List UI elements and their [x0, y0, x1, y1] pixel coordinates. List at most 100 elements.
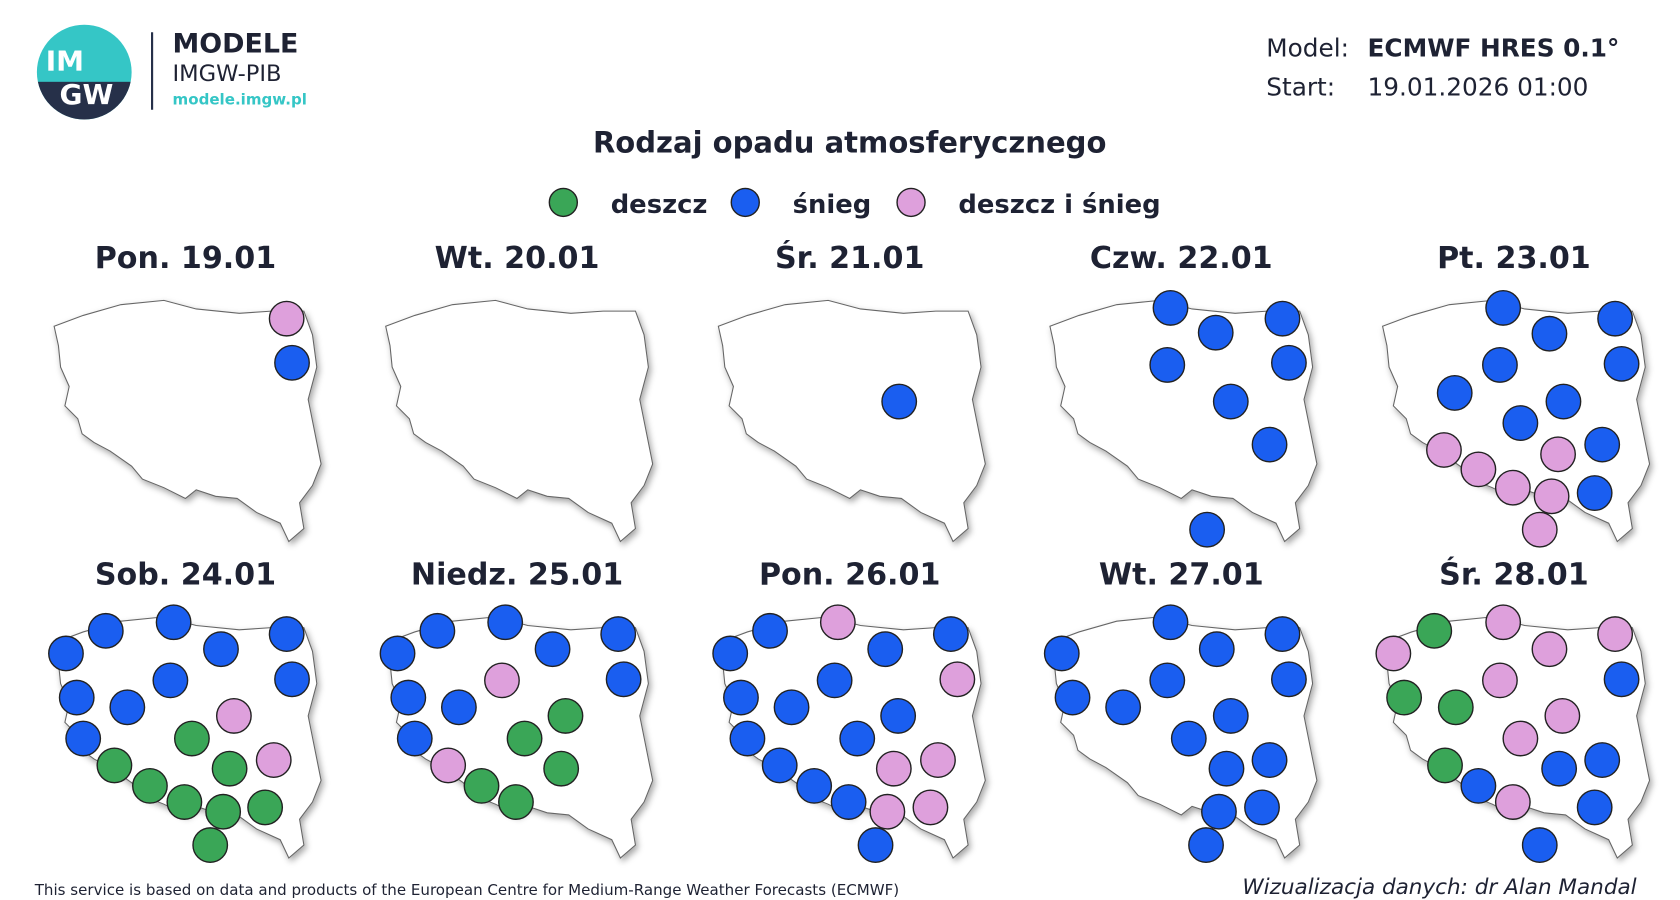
precip-dot [1416, 612, 1453, 649]
precip-dot [1437, 689, 1474, 726]
legend-swatch [548, 187, 579, 218]
precip-dot [1212, 383, 1249, 420]
precip-dot [1494, 469, 1531, 506]
footer-credit: Wizualizacja danych: dr Alan Mandal [1242, 875, 1636, 900]
panel-label: Pon. 19.01 [95, 241, 276, 276]
precip-dot [1208, 750, 1245, 787]
precip-dot [132, 767, 168, 804]
precip-dot [773, 689, 810, 726]
start-label: Start: [1266, 72, 1335, 101]
panel-label: Pt. 23.01 [1437, 241, 1591, 276]
logo-text: GW [59, 78, 113, 111]
precip-dot [1597, 616, 1634, 653]
precip-dot [1485, 604, 1522, 641]
logo: IM GW [36, 24, 132, 120]
precip-dot [920, 742, 956, 778]
precip-dot [1584, 742, 1621, 778]
precip-dot [1540, 436, 1576, 473]
map-panel: Śr. 28.01 [1375, 555, 1651, 864]
precip-dot [87, 612, 124, 649]
map-panel: Sob. 24.01 [48, 557, 322, 864]
precip-dot [1544, 697, 1581, 734]
precip-dot [1043, 635, 1080, 672]
precip-dot [1244, 789, 1280, 826]
precip-dot [1251, 742, 1288, 778]
precip-dot [1482, 347, 1518, 383]
precip-dot [543, 750, 580, 787]
precip-dot [48, 635, 84, 672]
precip-dot [1197, 314, 1234, 351]
map-panel: Wt. 20.01 [385, 241, 654, 543]
logo-text: IM [46, 44, 84, 77]
precip-dot [65, 720, 102, 757]
precip-dot [600, 616, 637, 653]
map-panel: Pon. 19.01 [53, 241, 322, 543]
legend-label: deszcz i śnieg [958, 190, 1160, 220]
precip-dot [1502, 405, 1539, 442]
panel-label: Wt. 27.01 [1099, 557, 1264, 592]
precip-dot [547, 697, 584, 734]
precip-dot [723, 679, 759, 716]
precip-dot [1149, 662, 1186, 699]
precip-dot [939, 661, 976, 698]
precip-dot [268, 616, 305, 653]
precip-dot [1270, 344, 1307, 381]
url: modele.imgw.pl [173, 91, 307, 109]
precip-dot [58, 679, 95, 716]
precip-dot [215, 697, 252, 734]
precip-dot [211, 750, 248, 787]
precip-dot [1531, 315, 1568, 352]
precip-dot [247, 789, 284, 826]
precip-dot [752, 612, 788, 649]
precip-dot [830, 784, 867, 820]
title: Rodzaj opadu atmosferycznego [593, 125, 1106, 159]
precip-dot [1264, 616, 1301, 653]
precip-dot [440, 689, 477, 726]
precip-dot [1427, 747, 1463, 784]
precip-dot [761, 747, 798, 784]
precip-dot [1105, 689, 1142, 726]
precip-dot [1436, 375, 1473, 411]
precip-dot [1460, 767, 1497, 804]
precip-dot [1521, 827, 1558, 864]
precip-dot [880, 697, 917, 734]
map-panel: Pt. 23.01 [1381, 241, 1651, 548]
precip-dot [255, 742, 292, 778]
precip-dot [1460, 451, 1497, 488]
legend-label: deszcz [611, 190, 708, 220]
precip-dot [274, 344, 310, 381]
panel-label: Pon. 26.01 [759, 557, 940, 592]
precip-dot [1485, 289, 1522, 326]
precip-dot [1188, 827, 1224, 864]
precip-dot [173, 720, 210, 757]
precip-dot [1152, 289, 1189, 326]
start: 19.01.2026 01:00 [1368, 72, 1589, 101]
precip-dot [96, 747, 133, 784]
footer-source: This service is based on data and produc… [34, 881, 899, 899]
precip-dot [484, 662, 520, 699]
precip-dot [1603, 345, 1640, 382]
map-panel: Czw. 22.01 [1049, 241, 1318, 548]
precip-dot [1533, 478, 1570, 515]
precip-dot [1541, 750, 1578, 787]
precip-dot [506, 720, 543, 757]
precip-dot [166, 784, 203, 820]
legend-label: śnieg [793, 190, 872, 220]
precip-dot [1531, 631, 1568, 668]
precip-dot [816, 662, 853, 699]
precip-dot [881, 383, 918, 420]
country-outline [53, 299, 322, 543]
precip-dot [1426, 432, 1462, 468]
precip-dot [1264, 300, 1301, 337]
precip-dot [912, 789, 949, 826]
precip-dot [1545, 383, 1582, 420]
legend-swatch [730, 187, 760, 218]
precip-dot [1212, 697, 1249, 734]
precip-dot [867, 631, 904, 668]
precip-dot [463, 767, 500, 804]
precip-dot [1054, 679, 1091, 716]
precip-dot [1482, 662, 1518, 699]
precip-dot [819, 604, 856, 641]
brand: MODELE [173, 29, 299, 60]
